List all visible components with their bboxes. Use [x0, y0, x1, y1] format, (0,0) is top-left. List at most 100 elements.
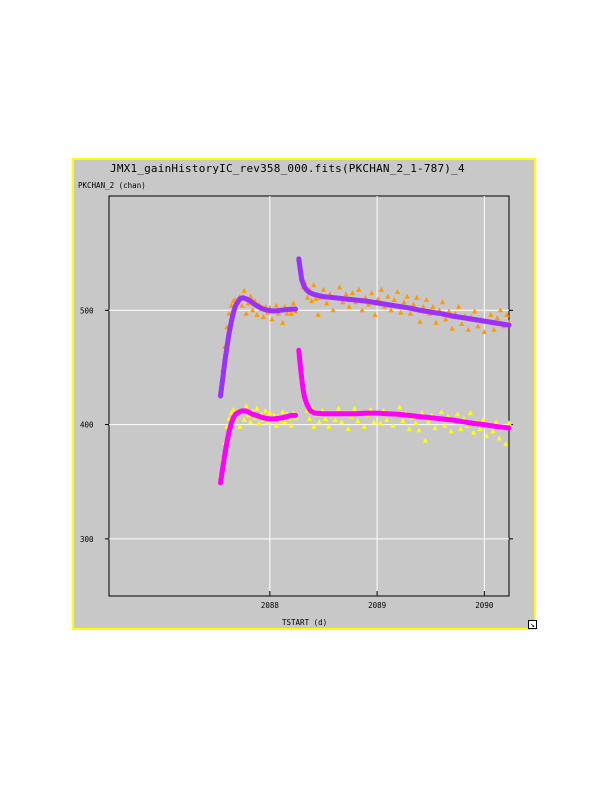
- data-point: [394, 289, 401, 294]
- data-point: [237, 423, 243, 429]
- y-axis-label: PKCHAN_2 (chan): [78, 181, 146, 190]
- data-point: [326, 423, 332, 429]
- fit-curve-line: [296, 256, 512, 328]
- data-point: [228, 410, 234, 416]
- data-point: [306, 415, 313, 421]
- x-tick-label: 2088: [261, 601, 280, 610]
- data-point: [241, 417, 247, 422]
- series-2: [218, 256, 512, 399]
- data-point: [471, 429, 477, 435]
- data-point: [410, 301, 417, 307]
- data-point: [413, 420, 419, 426]
- data-point: [265, 419, 271, 425]
- data-point: [449, 325, 455, 331]
- data-point: [260, 314, 267, 320]
- data-point: [324, 300, 330, 306]
- data-point: [419, 410, 425, 416]
- data-point: [375, 295, 381, 301]
- data-point: [390, 422, 396, 428]
- data-point: [504, 311, 510, 317]
- data-point: [458, 426, 464, 432]
- data-point: [247, 419, 254, 425]
- data-point: [369, 290, 375, 296]
- series-3: [218, 347, 512, 486]
- data-point: [343, 291, 349, 297]
- data-point: [250, 307, 256, 313]
- data-point: [351, 405, 358, 411]
- data-point: [464, 422, 470, 428]
- data-point: [493, 419, 499, 425]
- data-point: [243, 310, 249, 316]
- data-point: [241, 287, 247, 293]
- data-point: [359, 307, 365, 313]
- axis-ticks: 2088 2089 2090 300 400 500: [80, 306, 513, 610]
- data-point: [284, 310, 290, 316]
- data-point: [372, 311, 378, 317]
- data-point: [404, 293, 410, 299]
- plot-window: JMX1_gainHistoryIC_rev358_000.fits(PKCHA…: [72, 158, 537, 630]
- data-point: [443, 316, 449, 322]
- data-point: [290, 300, 297, 306]
- data-point: [282, 419, 288, 425]
- data-point: [371, 419, 377, 425]
- data-series: [217, 256, 512, 486]
- y-tick-label: 500: [80, 306, 94, 315]
- data-point: [425, 419, 432, 425]
- data-point: [448, 428, 454, 434]
- data-point: [304, 294, 310, 300]
- data-point: [280, 409, 286, 414]
- data-point: [490, 428, 496, 434]
- fit-curve-line: [296, 347, 512, 431]
- data-point: [442, 422, 448, 428]
- data-point: [420, 303, 426, 309]
- data-point: [488, 311, 494, 317]
- data-point: [388, 307, 394, 313]
- data-point: [339, 419, 345, 425]
- fit-curve-line: [218, 295, 299, 399]
- data-point: [407, 310, 413, 316]
- data-point: [483, 433, 490, 438]
- data-point: [446, 308, 452, 314]
- plot-area: [108, 195, 510, 597]
- data-point: [275, 310, 282, 316]
- data-point: [273, 302, 279, 308]
- data-point: [356, 286, 362, 292]
- data-point: [491, 326, 497, 332]
- data-point: [439, 299, 446, 305]
- x-tick-label: 2089: [368, 601, 386, 610]
- y-tick-label: 300: [80, 535, 94, 544]
- data-point: [475, 323, 481, 329]
- data-point: [438, 409, 445, 414]
- data-point: [269, 316, 275, 322]
- y-tick-label: 400: [80, 421, 94, 430]
- data-point: [277, 418, 284, 424]
- data-point: [433, 319, 439, 325]
- data-point: [288, 422, 294, 428]
- data-point: [477, 426, 483, 432]
- data-point: [271, 412, 277, 418]
- chart-svg: 2088 2089 2090 300 400 500: [80, 195, 513, 610]
- data-point: [239, 302, 245, 308]
- data-point: [494, 315, 500, 321]
- data-point: [378, 286, 384, 292]
- data-point: [414, 294, 420, 300]
- resize-arrow-icon[interactable]: ↘: [528, 620, 537, 629]
- data-point: [254, 405, 260, 411]
- data-point: [416, 427, 422, 433]
- data-point: [336, 284, 343, 290]
- data-point: [335, 405, 342, 411]
- data-point: [472, 308, 478, 314]
- data-point: [280, 319, 286, 325]
- data-point: [267, 410, 273, 416]
- data-point: [406, 426, 412, 432]
- data-point: [496, 435, 502, 441]
- data-point: [309, 298, 315, 304]
- data-point: [230, 406, 236, 412]
- data-point: [228, 302, 234, 308]
- data-point: [323, 415, 329, 421]
- data-point: [332, 417, 338, 422]
- data-point: [256, 420, 262, 426]
- fit-curve-line: [218, 408, 299, 486]
- data-point: [422, 437, 428, 443]
- data-point: [330, 307, 336, 313]
